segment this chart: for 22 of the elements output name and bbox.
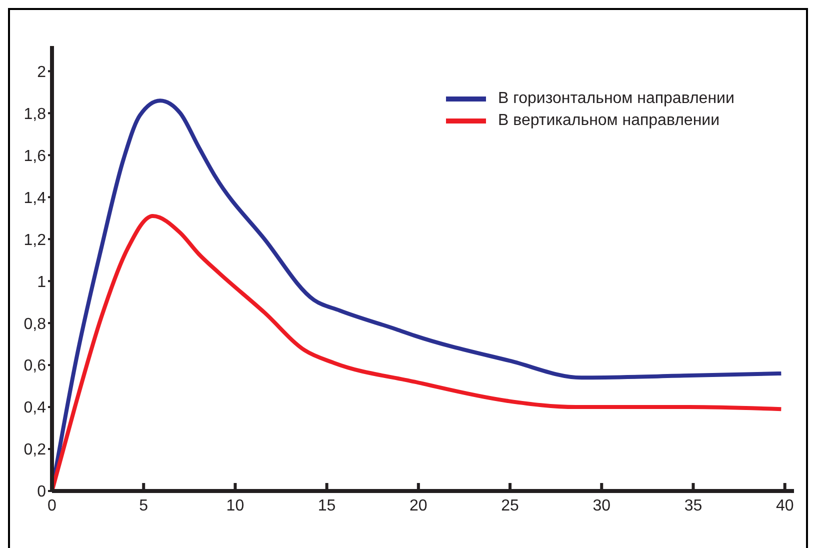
x-tick-label: 10 bbox=[226, 497, 244, 514]
x-tick-label: 5 bbox=[139, 497, 148, 514]
legend-label: В горизонтальном направлении bbox=[498, 90, 734, 108]
y-tick-label: 1,8 bbox=[24, 106, 46, 123]
x-tick-label: 30 bbox=[592, 497, 611, 514]
line-series bbox=[52, 214, 784, 491]
y-tick-label: 0,8 bbox=[24, 316, 46, 333]
y-tick-label: 0,4 bbox=[24, 400, 46, 417]
y-tick-label: 2 bbox=[37, 64, 46, 81]
x-tick-label: 20 bbox=[410, 497, 428, 514]
x-tick-label: 15 bbox=[318, 497, 336, 514]
x-tick-label: 40 bbox=[776, 497, 794, 514]
y-tick-label: 1,4 bbox=[24, 190, 46, 207]
y-tick-label: 1 bbox=[37, 274, 46, 291]
legend-label: В вертикальном направлении bbox=[498, 112, 720, 130]
x-tick-label: 25 bbox=[501, 497, 520, 514]
y-tick-label: 1,2 bbox=[24, 232, 46, 249]
y-tick-label: 0,2 bbox=[24, 442, 46, 459]
y-tick-label: 1,6 bbox=[24, 148, 46, 165]
y-tick-label: 0 bbox=[37, 484, 46, 501]
x-tick-label: 35 bbox=[684, 497, 702, 514]
y-tick-label: 0,6 bbox=[24, 358, 46, 375]
